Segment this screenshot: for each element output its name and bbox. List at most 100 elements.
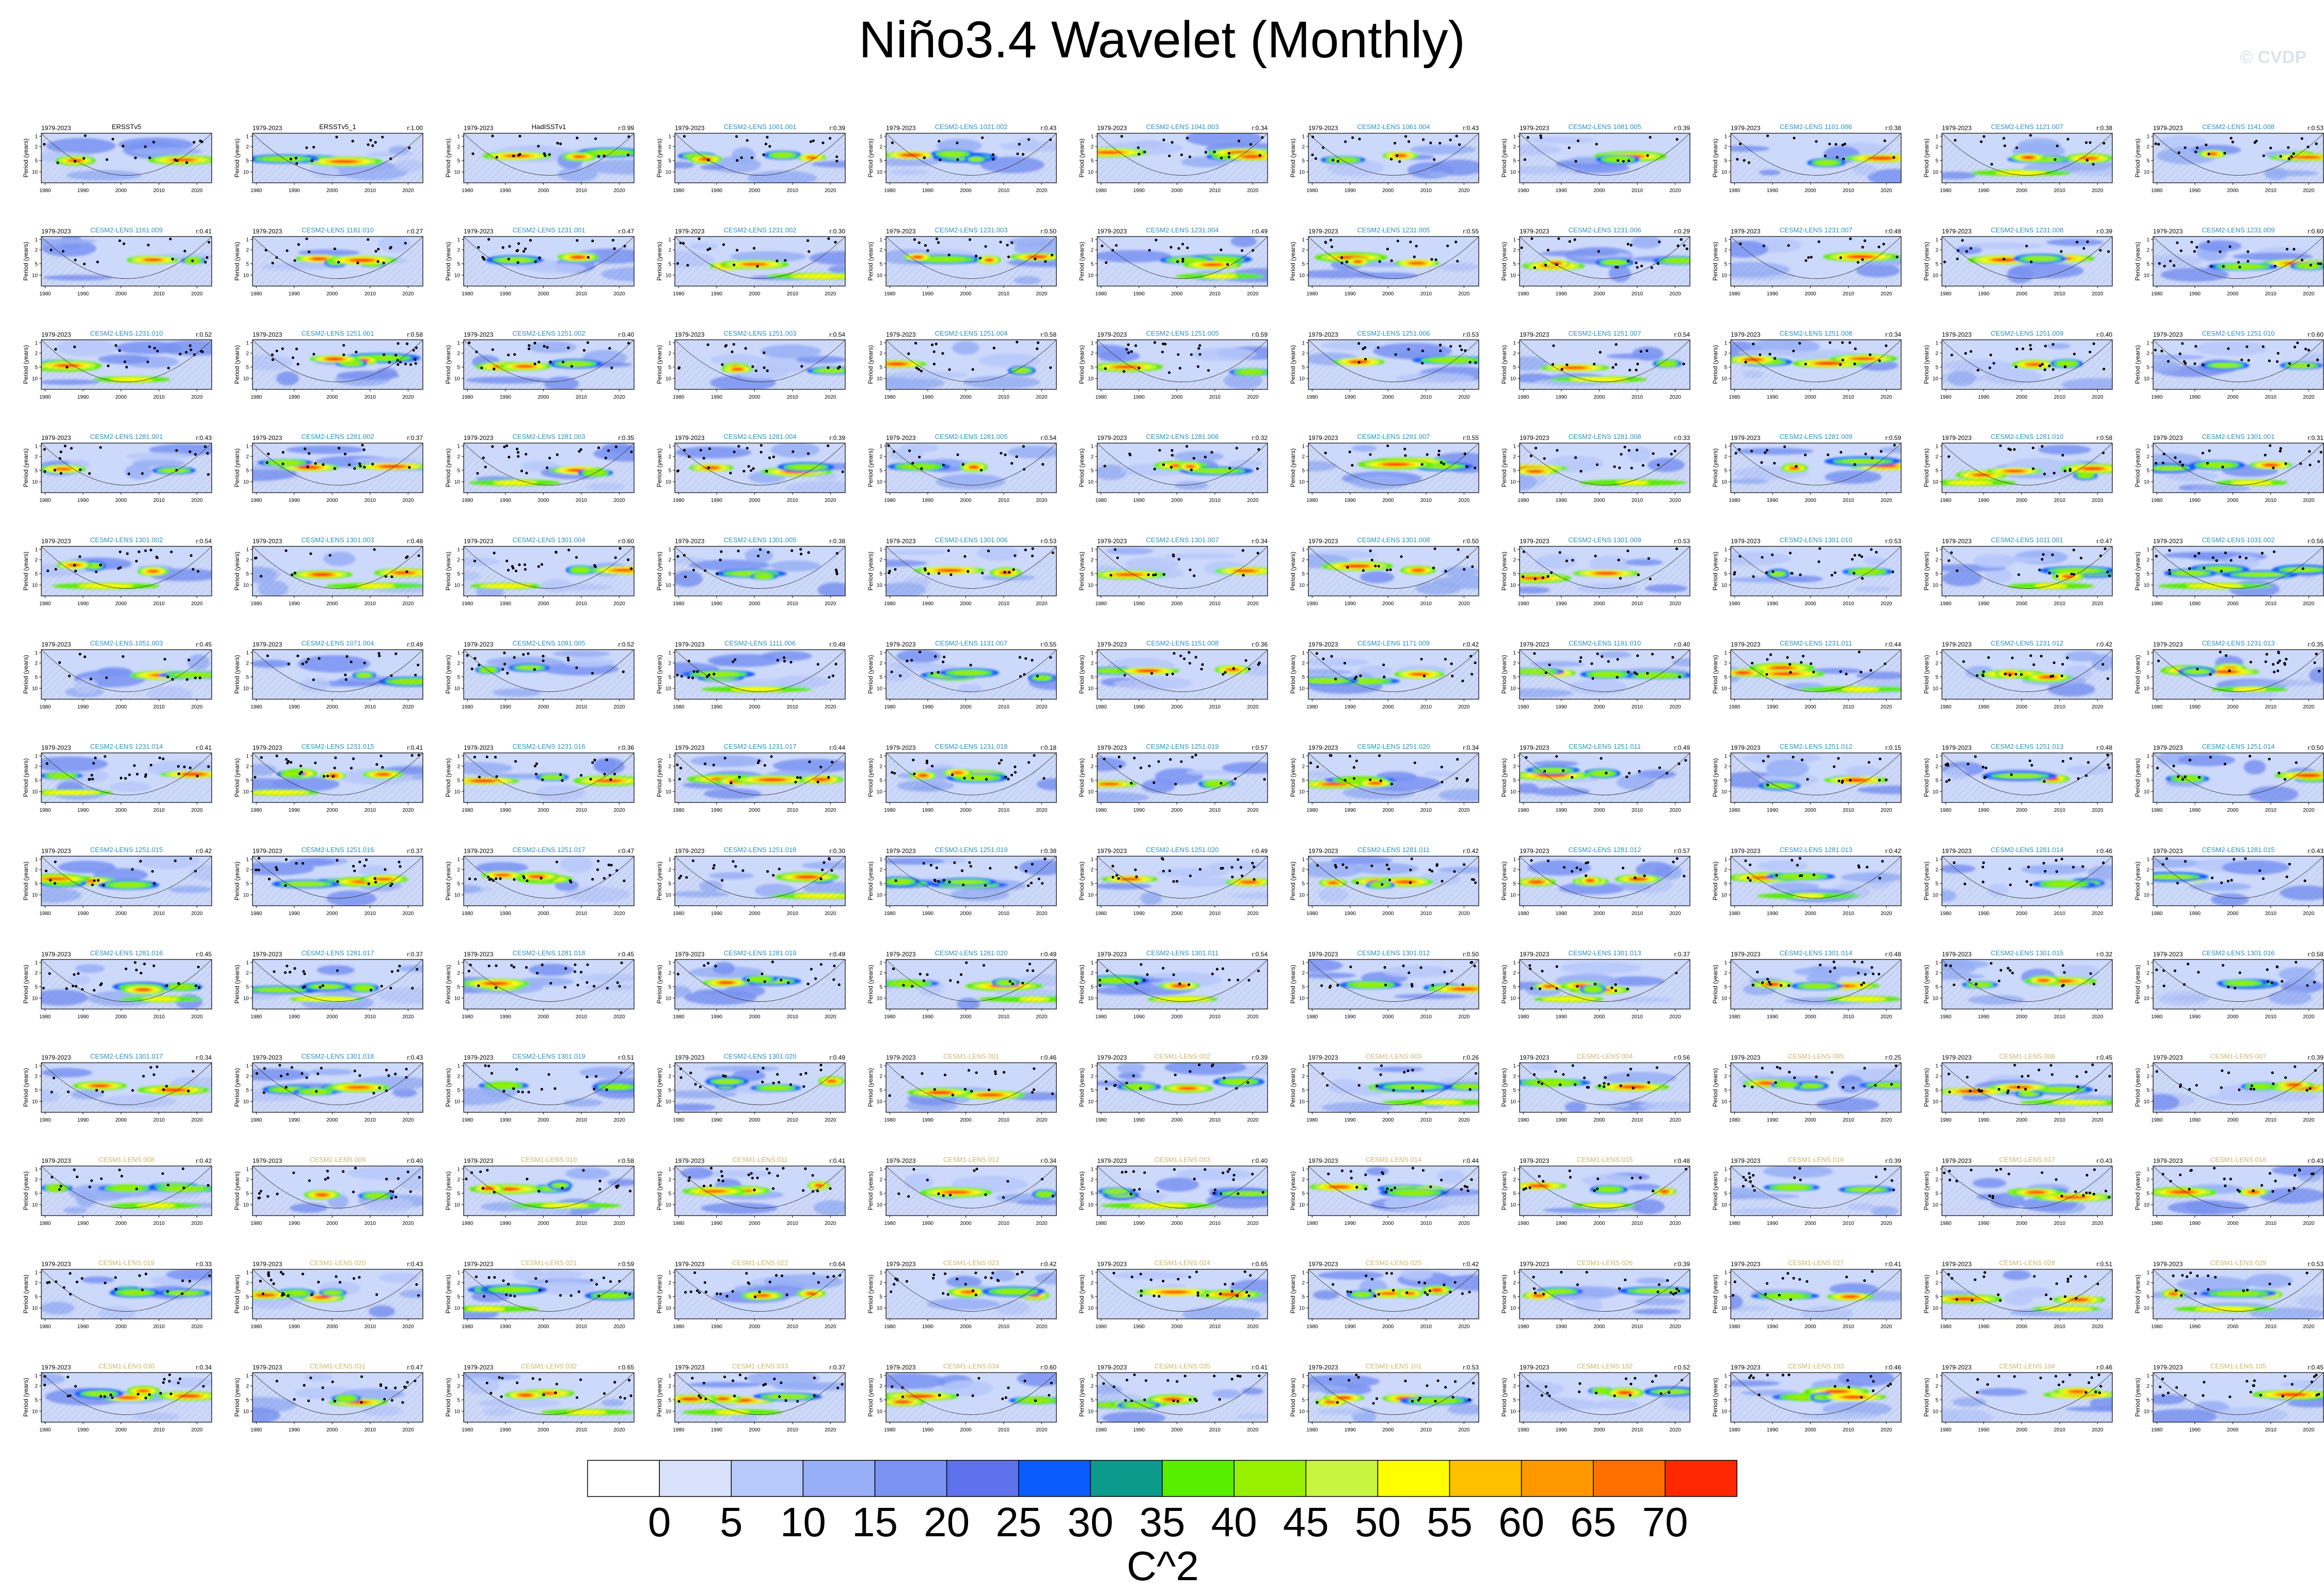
y-tick-label: 1 [1724, 857, 1727, 862]
y-axis-label: Period (years) [22, 861, 29, 900]
significance-dot [1579, 868, 1582, 871]
significance-dot [1530, 237, 1533, 240]
significance-dot [709, 1184, 712, 1187]
x-tick-label: 2010 [787, 1221, 799, 1226]
panel-frame [1097, 649, 1268, 700]
x-tick-label: 2020 [1036, 1221, 1048, 1226]
significance-dot [792, 450, 795, 453]
y-axis-label: Period (years) [1078, 552, 1085, 590]
y-tick-label: 2 [1513, 351, 1516, 356]
significance-dot [720, 1170, 723, 1173]
significance-dot [1176, 260, 1179, 263]
significance-dot [377, 652, 381, 655]
x-tick-label: 2000 [537, 911, 549, 917]
y-tick-label: 5 [2146, 778, 2149, 783]
wavelet-panel: 1979-2023 CESM2-LENS 1121.007 r:0.3812510P… [1923, 123, 2113, 194]
y-tick-label: 5 [246, 881, 249, 887]
significance-dot [1773, 462, 1776, 465]
panel-title: CESM2-LENS 1231.008 [1991, 226, 2064, 234]
significance-dot [1858, 554, 1861, 557]
y-tick-label: 5 [1090, 1088, 1094, 1093]
panel-period: 1979-2023 [41, 1261, 71, 1268]
significance-dot [188, 766, 192, 769]
panel-period: 1979-2023 [1942, 847, 1972, 855]
x-tick-label: 1990 [1133, 1014, 1145, 1020]
significance-dot [974, 1271, 977, 1274]
x-tick-label: 2000 [1593, 291, 1605, 297]
y-tick-label: 10 [1510, 582, 1516, 588]
significance-dot [1615, 343, 1618, 346]
y-tick-label: 10 [2144, 789, 2150, 795]
significance-dot [2224, 1184, 2227, 1187]
significance-dot [832, 1274, 835, 1278]
significance-dot [2032, 663, 2035, 666]
significance-dot [2003, 144, 2006, 147]
x-tick-label: 2010 [365, 1014, 376, 1020]
significance-dot [2009, 673, 2012, 676]
significance-dot [303, 1384, 306, 1387]
significance-dot [81, 1277, 84, 1280]
significance-dot [1352, 777, 1356, 780]
significance-dot [2242, 1289, 2245, 1293]
significance-dot [2196, 1274, 2199, 1278]
y-tick-label: 2 [668, 1074, 671, 1079]
significance-dot [975, 1168, 978, 1171]
significance-dot [2207, 240, 2210, 243]
significance-dot [1409, 869, 1412, 872]
significance-dot [385, 1386, 388, 1390]
significance-dot [2272, 550, 2276, 554]
power-contours [1731, 443, 1901, 493]
significance-dot [1861, 246, 1864, 249]
power-contours [252, 1166, 423, 1216]
y-tick-label: 2 [1724, 660, 1727, 666]
significance-dot [2248, 754, 2252, 758]
significance-dot [2188, 759, 2192, 762]
significance-dot [1764, 451, 1767, 454]
cone-of-influence [1097, 1269, 1268, 1319]
x-tick-label: 1990 [289, 704, 301, 710]
y-tick-label: 1 [2146, 1063, 2149, 1069]
x-tick-label: 1990 [1978, 188, 1990, 194]
significance-dot [1006, 1180, 1009, 1183]
significance-dot [537, 565, 540, 568]
significance-dot [505, 444, 509, 447]
cone-of-influence [464, 753, 634, 802]
y-tick-label: 1 [1724, 650, 1727, 656]
y-tick-label: 5 [35, 571, 38, 577]
x-tick-label: 2000 [749, 291, 761, 297]
y-tick-label: 5 [879, 365, 882, 370]
power-contours [2153, 1269, 2323, 1319]
significance-dot [2246, 1288, 2249, 1291]
y-tick-label: 2 [1302, 144, 1305, 150]
significance-dot [1140, 766, 1143, 769]
x-tick-label: 1980 [884, 1014, 896, 1020]
significance-dot [514, 760, 517, 763]
panel-title: CESM2-LENS 1281.001 [90, 433, 163, 440]
panel-title: CESM2-LENS 1301.001 [2202, 433, 2275, 440]
significance-dot [1031, 554, 1034, 558]
y-tick-label: 10 [1299, 479, 1305, 485]
x-tick-label: 2010 [576, 395, 588, 400]
significance-dot [1975, 674, 1979, 677]
power-contours [675, 340, 845, 389]
significance-dot [991, 153, 994, 156]
power-contours [464, 1269, 634, 1319]
panel-title: CESM2-LENS 1091.005 [513, 639, 586, 647]
significance-dot [193, 140, 196, 144]
panel-frame [1308, 236, 1479, 287]
significance-dot [1429, 141, 1432, 145]
significance-dot [2273, 264, 2276, 268]
x-tick-label: 1980 [1517, 808, 1529, 813]
cone-of-influence [1942, 1269, 2112, 1319]
significance-dot [1849, 237, 1852, 240]
significance-dot [163, 657, 166, 661]
significance-dot [522, 250, 526, 253]
x-tick-label: 2020 [613, 1014, 625, 1020]
x-tick-label: 2000 [1805, 1117, 1816, 1123]
x-tick-label: 2010 [576, 1117, 588, 1123]
significance-dot [2188, 1188, 2191, 1191]
significance-dot [817, 1281, 820, 1284]
wavelet-panel: 1979-2023 CESM2-LENS 1231.009 r:0.6012510P… [2134, 226, 2324, 297]
significance-dot [919, 972, 922, 975]
significance-dot [487, 1064, 491, 1068]
